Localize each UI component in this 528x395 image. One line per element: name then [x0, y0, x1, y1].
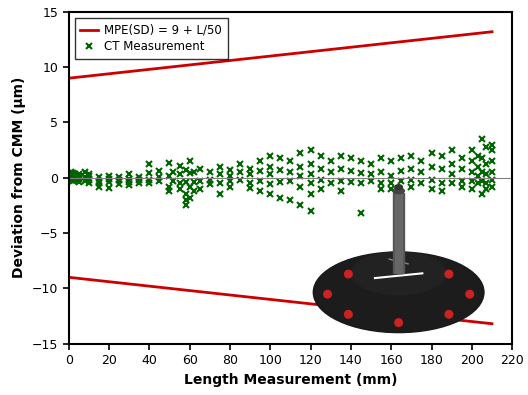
Ellipse shape [316, 254, 482, 331]
CT Measurement [317, 186, 324, 191]
Circle shape [324, 290, 332, 298]
CT Measurement [166, 189, 173, 194]
Circle shape [345, 310, 352, 318]
Ellipse shape [313, 252, 484, 333]
CT Measurement [68, 172, 74, 177]
Y-axis label: Deviation from CMM (μm): Deviation from CMM (μm) [12, 77, 26, 278]
Circle shape [345, 270, 352, 278]
Circle shape [445, 270, 452, 278]
CT Measurement [70, 179, 76, 183]
Bar [395, 193, 402, 273]
CT Measurement [70, 177, 76, 181]
X-axis label: Length Measurement (mm): Length Measurement (mm) [184, 372, 397, 387]
Circle shape [395, 262, 402, 269]
CT Measurement [479, 137, 485, 141]
Ellipse shape [395, 185, 402, 190]
CT Measurement [358, 211, 364, 216]
Circle shape [395, 319, 402, 326]
Ellipse shape [393, 188, 404, 194]
Ellipse shape [351, 252, 446, 295]
CT Measurement [489, 148, 495, 152]
CT Measurement [408, 153, 414, 158]
Legend: MPE(SD) = 9 + L/50, CT Measurement: MPE(SD) = 9 + L/50, CT Measurement [74, 18, 228, 59]
Line: CT Measurement: CT Measurement [67, 135, 495, 216]
Circle shape [445, 310, 452, 318]
Bar [393, 193, 404, 273]
CT Measurement [86, 173, 92, 178]
Circle shape [466, 290, 474, 298]
